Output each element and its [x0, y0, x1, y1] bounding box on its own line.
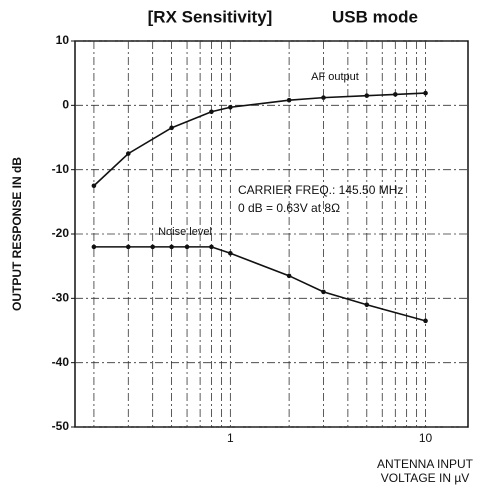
x-tick-label: 1	[227, 431, 234, 445]
x-axis-label: VOLTAGE IN µV	[381, 471, 470, 485]
point	[364, 93, 370, 98]
point	[209, 109, 214, 115]
point	[423, 318, 428, 324]
y-tick-label: -40	[52, 355, 70, 369]
point	[321, 95, 326, 100]
point	[423, 90, 428, 96]
y-tick-label: 0	[62, 98, 69, 112]
y-tick-label: -30	[52, 291, 70, 305]
y-tick-label: -10	[52, 162, 70, 176]
point	[169, 125, 174, 131]
point	[286, 273, 292, 279]
x-tick-label: 10	[419, 431, 433, 445]
point	[228, 251, 233, 256]
point	[393, 92, 398, 97]
annotation: 0 dB = 0.63V at 8Ω	[238, 201, 340, 215]
y-axis-label: OUTPUT RESPONSE IN dB	[10, 157, 24, 311]
point	[364, 302, 370, 308]
point	[125, 244, 131, 250]
y-tick-label: -50	[52, 419, 70, 433]
y-tick-label: 10	[56, 33, 70, 47]
series-label: AF output	[311, 71, 359, 83]
point	[228, 104, 233, 110]
point	[150, 244, 155, 250]
chart-title: [RX Sensitivity]	[148, 7, 273, 26]
y-tick-label: -20	[52, 226, 70, 240]
series-label: Noise level	[158, 226, 212, 238]
point	[91, 244, 97, 250]
line	[93, 92, 426, 187]
point	[169, 244, 174, 250]
point	[91, 183, 97, 189]
point	[321, 289, 326, 295]
point	[184, 244, 190, 250]
chart-subtitle: USB mode	[332, 7, 418, 26]
point	[286, 97, 292, 103]
point	[125, 151, 131, 156]
x-axis-label: ANTENNA INPUT	[377, 457, 474, 471]
line	[93, 246, 426, 322]
annotation: CARRIER FREQ.: 145.50 MHz	[238, 183, 403, 197]
point	[209, 244, 214, 250]
